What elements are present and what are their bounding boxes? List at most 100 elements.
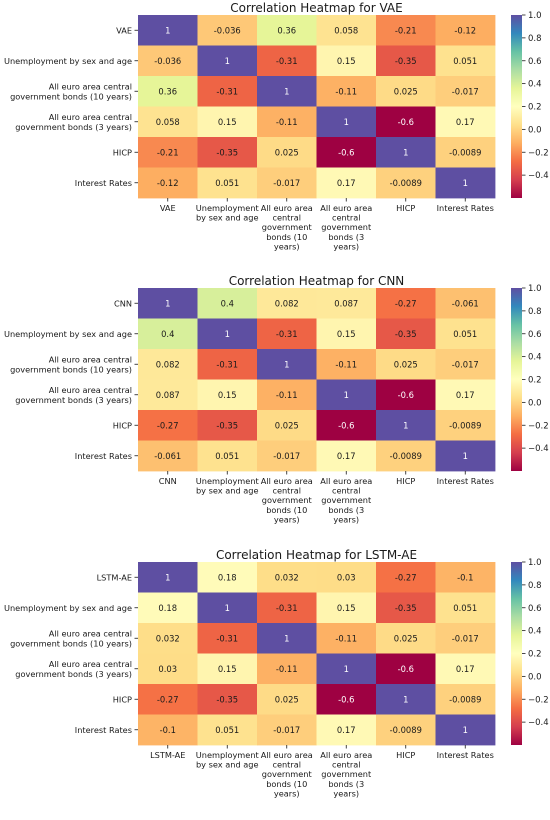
cell-value-label: 1	[284, 633, 289, 643]
heatmap-cell	[138, 45, 198, 77]
cell-value-label: -0.31	[216, 633, 238, 643]
x-tick-label: All euro area	[261, 750, 313, 760]
cell-value-label: -0.35	[395, 603, 417, 613]
colorbar-tick-label: 0.8	[528, 581, 542, 591]
cell-value-label: -0.31	[276, 329, 298, 339]
cell-value-label: 1	[344, 390, 349, 400]
heatmap-cell	[435, 684, 496, 715]
colorbar-tick-label: −0.2	[528, 421, 549, 431]
y-tick-label: All euro area central	[49, 628, 132, 638]
heatmap-panel-1: Correlation Heatmap for VAE 1 -0.036 0.36 0.…	[4, 1, 549, 251]
cell-value-label: 0.15	[337, 603, 356, 613]
heatmap-cell	[257, 410, 317, 441]
y-tick-label: Unemployment by sex and age	[4, 329, 132, 339]
y-tick-label: CNN	[114, 298, 132, 308]
y-tick-label: All euro area central	[49, 385, 132, 395]
heatmap-panel-2: Correlation Heatmap for CNN 1 0.4 0.082 0.08…	[4, 274, 549, 524]
heatmap-cell	[197, 76, 258, 107]
colorbar-tick-label: 0.4	[528, 627, 542, 637]
heatmap-cell	[257, 318, 317, 350]
cell-value-label: 1	[225, 603, 230, 613]
cell-value-label: -0.1	[160, 725, 176, 735]
colorbar-tick-label: 0.2	[528, 376, 542, 386]
cell-value-label: -0.11	[276, 117, 298, 127]
cell-value-label: 0.051	[453, 329, 477, 339]
cell-value-label: 0.082	[275, 298, 299, 308]
x-tick-label: Interest Rates	[437, 203, 494, 213]
cell-value-label: -0.27	[157, 420, 179, 430]
x-tick-label: central	[332, 213, 361, 223]
heatmap-cell	[435, 653, 496, 685]
cell-value-label: -0.35	[395, 329, 417, 339]
colorbar-tick-label: −0.2	[528, 695, 549, 705]
y-tick-label: All euro area central	[49, 81, 132, 91]
heatmap-cell	[138, 288, 198, 319]
y-tick-label: Interest Rates	[75, 178, 132, 188]
cell-value-label: -0.21	[157, 147, 179, 157]
cell-value-label: -0.11	[276, 664, 298, 674]
x-tick-label: bonds (10	[266, 779, 307, 789]
heatmap-cell	[257, 167, 317, 199]
heatmap-cell	[376, 623, 436, 654]
cell-value-label: -0.12	[454, 25, 476, 35]
cell-value-label: -0.017	[452, 359, 479, 369]
x-tick-label: Interest Rates	[437, 476, 494, 486]
heatmap-cell	[138, 349, 198, 380]
cell-value-label: 0.051	[215, 725, 239, 735]
cell-value-label: -0.31	[216, 86, 238, 96]
heatmap-cell	[316, 653, 377, 685]
heatmap-cell	[435, 623, 496, 654]
y-tick-label: HICP	[113, 147, 132, 157]
heatmap-cell	[197, 318, 258, 350]
cell-value-label: -0.6	[338, 420, 354, 430]
cell-value-label: -0.31	[276, 603, 298, 613]
heatmap-cell	[138, 167, 198, 199]
heatmap-cell	[316, 318, 377, 350]
y-tick-label: government bonds (3 years)	[15, 395, 132, 405]
heatmap-cell	[197, 167, 258, 199]
heatmap-cell	[257, 76, 317, 107]
x-tick-label: All euro area	[261, 203, 313, 213]
x-tick-label: by sex and age	[196, 486, 259, 496]
cell-value-label: 0.082	[156, 359, 180, 369]
colorbar-tick-label: 0.6	[528, 330, 542, 340]
heatmap-cell	[376, 379, 436, 411]
heatmap-cell	[376, 15, 436, 46]
cell-value-label: 0.025	[394, 633, 418, 643]
cell-value-label: 0.032	[275, 572, 299, 582]
cell-value-label: 0.4	[161, 329, 174, 339]
heatmap-cell	[316, 714, 377, 746]
heatmap-cell	[376, 167, 436, 199]
cell-value-label: 1	[284, 359, 289, 369]
heatmap-cell	[316, 379, 377, 411]
cell-value-label: 1	[165, 572, 170, 582]
cell-value-label: -0.6	[338, 147, 354, 157]
heatmap-cell	[435, 379, 496, 411]
cell-value-label: 1	[403, 694, 408, 704]
cell-value-label: -0.036	[214, 25, 241, 35]
heatmap-cell	[316, 288, 377, 319]
heatmap-cell	[138, 714, 198, 746]
heatmap-cell	[376, 288, 436, 319]
heatmap-cell	[257, 440, 317, 472]
x-tick-label: bonds (3	[328, 779, 364, 789]
heatmap-cell	[138, 15, 198, 46]
cell-value-label: -0.12	[157, 178, 179, 188]
heatmap-cell	[197, 714, 258, 746]
heatmap-cell	[316, 45, 377, 77]
x-tick-label: government	[262, 222, 313, 232]
heatmap-cell	[435, 288, 496, 319]
y-tick-label: All euro area central	[49, 112, 132, 122]
colorbar-tick-label: 0.6	[528, 57, 542, 67]
x-tick-label: Unemployment	[196, 203, 260, 213]
heatmap-cell	[316, 684, 377, 715]
cell-value-label: 0.15	[218, 117, 237, 127]
y-tick-label: Interest Rates	[75, 725, 132, 735]
heatmap-cell	[197, 440, 258, 472]
cell-value-label: 0.15	[218, 390, 237, 400]
cell-value-label: -0.0089	[390, 451, 422, 461]
x-tick-label: central	[272, 486, 301, 496]
cell-value-label: -0.017	[273, 725, 300, 735]
x-tick-label: HICP	[396, 476, 415, 486]
